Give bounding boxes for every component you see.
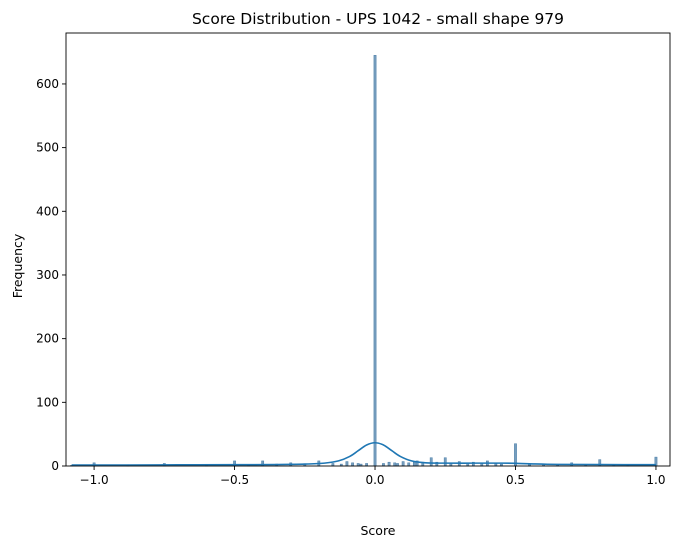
kde-line: [71, 441, 656, 466]
histogram-bars: [70, 55, 658, 467]
y-tick-label-3: 300: [36, 268, 59, 282]
histogram-bar-19: [373, 55, 377, 467]
y-tick-label-6: 600: [36, 77, 59, 91]
x-tick-label-1: −0.5: [220, 473, 249, 487]
histogram-bar-24: [401, 461, 405, 467]
x-tick-label-2: 0.0: [365, 473, 384, 487]
histogram-bar-21: [387, 461, 391, 467]
y-tick-label-5: 500: [36, 141, 59, 155]
histogram-bar-25: [407, 462, 411, 467]
histogram-bar-29: [429, 457, 433, 467]
histogram-bar-26: [412, 461, 416, 467]
x-axis: −1.0 −0.5 0.0 0.5 1.0: [80, 466, 666, 487]
y-tick-label-4: 400: [36, 204, 59, 218]
y-tick-label-2: 200: [36, 332, 59, 346]
x-tick-label-0: −1.0: [80, 473, 109, 487]
y-tick-label-1: 100: [36, 395, 59, 409]
y-tick-label-0: 0: [51, 459, 59, 473]
histogram-bar-22: [393, 462, 397, 467]
histogram-bar-14: [345, 461, 349, 467]
x-tick-label-4: 1.0: [646, 473, 665, 487]
x-axis-label: Score: [360, 523, 395, 538]
plot-frame: [65, 32, 671, 467]
chart-title: Score Distribution - UPS 1042 - small sh…: [192, 10, 564, 28]
y-axis-label: Frequency: [10, 233, 25, 298]
histogram-bar-15: [351, 462, 354, 467]
x-tick-label-3: 0.5: [506, 473, 525, 487]
histogram-bar-31: [443, 457, 447, 467]
y-axis: 0 100 200 300 400 500 600: [36, 77, 66, 473]
